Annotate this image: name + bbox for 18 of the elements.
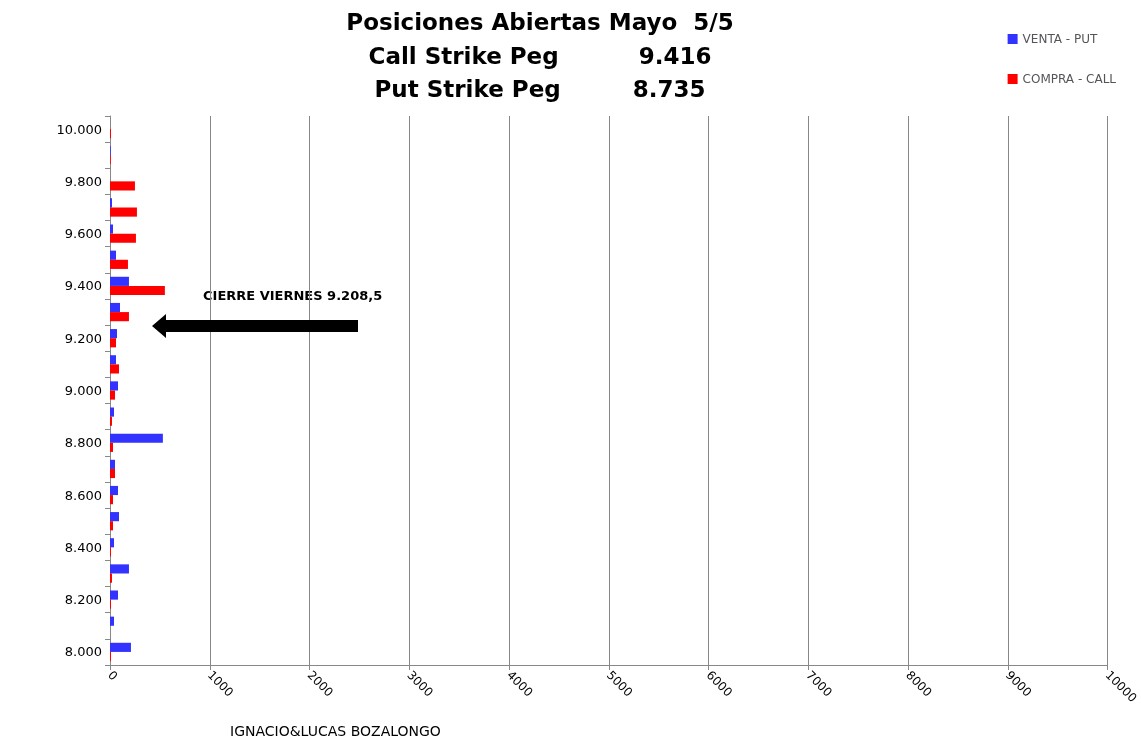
y-tick-label: 9.400 [64, 278, 102, 294]
x-tick-label: 0 [105, 668, 121, 684]
y-tick-label: 8.000 [64, 644, 102, 660]
annotation: CIERRE VIERNES 9.208,5 [203, 288, 383, 303]
y-tick-label: 8.800 [64, 435, 102, 451]
legend-label: VENTA - PUT [1022, 32, 1098, 46]
y-tick-label: 8.400 [64, 539, 102, 555]
y-tick-label: 8.600 [64, 487, 102, 503]
y-tick-label: 9.800 [64, 173, 102, 189]
y-tick-label: 9.000 [64, 383, 102, 398]
y-tick-label: 9.600 [64, 226, 102, 242]
text: IGNACIO&LUCAS BOZALONGO [230, 723, 441, 739]
chart-subtitle: Call Strike Peg 9.416 Put Strike Peg 8.735 [368, 42, 712, 102]
legend-label: COMPRA - CALL [1022, 72, 1117, 86]
y-tick-label: 10.000 [56, 121, 102, 137]
chart-title: Posiciones Abiertas Mayo 5/5 [346, 8, 734, 35]
y-tick-label: 9.200 [64, 330, 102, 346]
y-tick-label: 8.200 [64, 592, 102, 608]
